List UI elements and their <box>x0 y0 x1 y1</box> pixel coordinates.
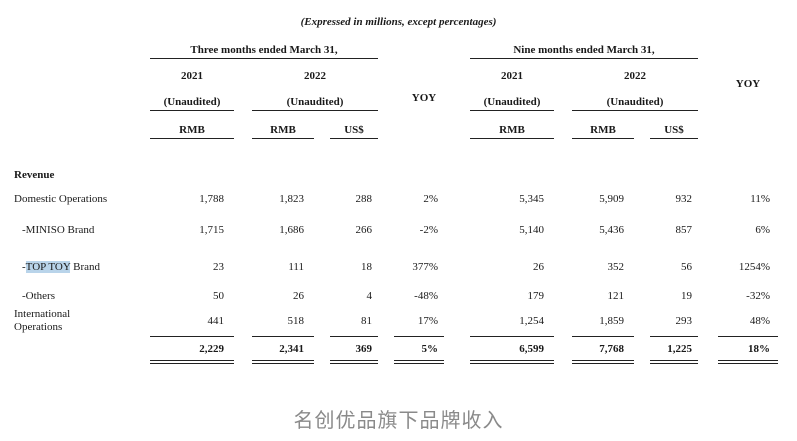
table-cell: 1,254 <box>519 315 544 327</box>
table-cell: 932 <box>675 193 693 205</box>
total-cell: 5% <box>421 343 439 355</box>
highlighted-text: TOP TOY <box>25 261 71 273</box>
currency-rmb-2022-n: RMB <box>572 124 634 139</box>
row-label-international-line2: Operations <box>14 321 63 333</box>
row-label-domestic: Domestic Operations <box>14 193 108 205</box>
total-cell: 6,599 <box>519 343 544 355</box>
currency-usd-2022-q: US$ <box>330 124 378 139</box>
row-label-miniso: -MINISO Brand <box>22 224 95 236</box>
total-rule-top <box>572 336 634 337</box>
total-double-rule <box>718 360 778 364</box>
total-rule-top <box>330 336 378 337</box>
total-double-rule <box>150 360 234 364</box>
table-cell: 50 <box>213 290 224 302</box>
unaudited-2021-q: (Unaudited) <box>150 96 234 111</box>
currency-rmb-2021-n: RMB <box>470 124 554 139</box>
table-cell: 17% <box>417 315 438 327</box>
table-cell: 11% <box>750 193 770 205</box>
table-cell: 293 <box>675 315 693 327</box>
table-cell: 111 <box>288 261 304 273</box>
table-cell: 352 <box>607 261 625 273</box>
table-cell: 1,823 <box>279 193 304 205</box>
total-rule-top <box>252 336 314 337</box>
table-cell: 2% <box>423 193 438 205</box>
year-2022-n: 2022 <box>624 70 646 82</box>
section-title-revenue: Revenue <box>14 169 55 181</box>
total-cell: 369 <box>355 343 373 355</box>
table-cell: 6% <box>755 224 770 236</box>
table-cell: 5,345 <box>519 193 544 205</box>
table-cell: -48% <box>414 290 438 302</box>
footer-caption: 名创优品旗下品牌收入 <box>293 408 504 432</box>
year-2021-q: 2021 <box>181 70 203 82</box>
total-double-rule <box>572 360 634 364</box>
currency-usd-2022-n: US$ <box>650 124 698 139</box>
table-cell: 377% <box>412 261 438 273</box>
table-cell: 23 <box>213 261 224 273</box>
yoy-header-q: YOY <box>411 92 437 104</box>
row-label-others: -Others <box>22 290 55 302</box>
table-cell: 26 <box>533 261 544 273</box>
total-rule-top <box>150 336 234 337</box>
total-rule-top <box>650 336 698 337</box>
total-cell: 2,341 <box>279 343 304 355</box>
unaudited-2021-n: (Unaudited) <box>470 96 554 111</box>
total-rule-top <box>718 336 778 337</box>
table-cell: 1,715 <box>199 224 224 236</box>
table-cell: 56 <box>681 261 692 273</box>
table-cell: 1,859 <box>599 315 624 327</box>
table-cell: 26 <box>293 290 304 302</box>
total-double-rule <box>330 360 378 364</box>
total-cell: 2,229 <box>199 343 224 355</box>
table-cell: 48% <box>749 315 770 327</box>
table-subtitle: (Expressed in millions, except percentag… <box>300 16 497 28</box>
table-cell: 1,686 <box>279 224 304 236</box>
total-rule-top <box>470 336 554 337</box>
table-cell: 4 <box>366 290 373 302</box>
table-cell: 1,788 <box>199 193 224 205</box>
currency-rmb-2022-q: RMB <box>252 124 314 139</box>
table-cell: 441 <box>207 315 225 327</box>
table-cell: 5,909 <box>599 193 624 205</box>
table-cell: 18 <box>361 261 372 273</box>
total-double-rule <box>470 360 554 364</box>
row-label-suffix: Brand <box>70 261 101 273</box>
total-double-rule <box>394 360 444 364</box>
yoy-header-n: YOY <box>735 78 761 90</box>
table-cell: 288 <box>355 193 373 205</box>
total-cell: 18% <box>748 343 770 355</box>
year-2021-n: 2021 <box>501 70 523 82</box>
unaudited-2022-n: (Unaudited) <box>572 96 698 111</box>
table-cell: 19 <box>681 290 692 302</box>
table-cell: 857 <box>675 224 693 236</box>
table-cell: 5,436 <box>599 224 624 236</box>
table-cell: 81 <box>361 315 372 327</box>
total-double-rule <box>252 360 314 364</box>
total-cell: 7,768 <box>599 343 624 355</box>
year-2022-q: 2022 <box>304 70 326 82</box>
total-cell: 1,225 <box>667 343 692 355</box>
row-label-toptoy: -TOP TOY Brand <box>22 261 100 273</box>
currency-rmb-2021-q: RMB <box>150 124 234 139</box>
unaudited-2022-q: (Unaudited) <box>252 96 378 111</box>
table-cell: 5,140 <box>519 224 544 236</box>
table-cell: 121 <box>607 290 625 302</box>
row-label-prefix: - <box>22 261 26 273</box>
table-cell: 518 <box>287 315 305 327</box>
table-cell: -2% <box>419 224 438 236</box>
total-double-rule <box>650 360 698 364</box>
nine-months-header: Nine months ended March 31, <box>470 44 698 59</box>
table-cell: 179 <box>527 290 545 302</box>
table-cell: -32% <box>746 290 770 302</box>
table-cell: 1254% <box>738 261 770 273</box>
three-months-header: Three months ended March 31, <box>150 44 378 59</box>
table-cell: 266 <box>355 224 373 236</box>
row-label-international: International <box>14 308 71 320</box>
total-rule-top <box>394 336 444 337</box>
